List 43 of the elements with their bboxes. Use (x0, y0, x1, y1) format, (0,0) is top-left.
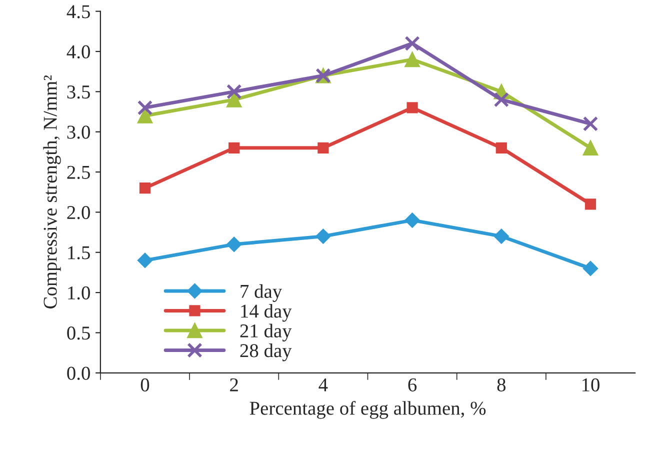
point (318, 142, 329, 154)
point (137, 108, 153, 124)
y-tick-label: 0.0 (67, 366, 90, 380)
legend-label: 21 day (240, 324, 292, 342)
point (226, 92, 242, 108)
x-tick-label: 6 (408, 378, 417, 392)
point (137, 100, 153, 116)
y-tick-label: 4.0 (66, 45, 90, 58)
point (139, 182, 151, 194)
point (404, 52, 420, 68)
y-tick-label: 3.0 (67, 126, 90, 139)
point (404, 36, 420, 52)
point (494, 92, 510, 108)
point (228, 142, 240, 154)
y-tick-label: 2.0 (67, 206, 90, 220)
point (582, 260, 598, 276)
y-tick-label: 1.5 (68, 246, 90, 260)
point (404, 212, 420, 228)
point (226, 84, 242, 100)
x-tick-label: 0 (140, 378, 150, 392)
point (406, 102, 418, 114)
x-tick-label: 8 (497, 378, 506, 392)
y-axis-title: Compressive strength, N/mm² (43, 75, 61, 308)
point (494, 228, 509, 244)
y-tick-label: 3.5 (67, 86, 90, 99)
point (137, 252, 153, 268)
x-tick-label: 10 (582, 378, 600, 392)
point (582, 116, 598, 132)
x-axis-title: Percentage of egg albumen, % (250, 400, 486, 419)
x-tick-label: 2 (230, 378, 238, 392)
point (496, 142, 507, 154)
point (582, 140, 598, 156)
x-tick-label: 4 (318, 378, 328, 392)
point (226, 236, 242, 252)
y-tick-label: 2.5 (67, 166, 90, 180)
legend-label: 28 day (240, 344, 292, 362)
y-tick-label: 4.5 (66, 5, 90, 18)
legend-label: 14 day (241, 304, 292, 322)
y-tick-label: 0.5 (67, 326, 90, 340)
legend-label: 7 day (240, 284, 282, 302)
y-tick-label: 1.0 (68, 286, 90, 300)
point (316, 228, 331, 244)
point (584, 198, 596, 210)
